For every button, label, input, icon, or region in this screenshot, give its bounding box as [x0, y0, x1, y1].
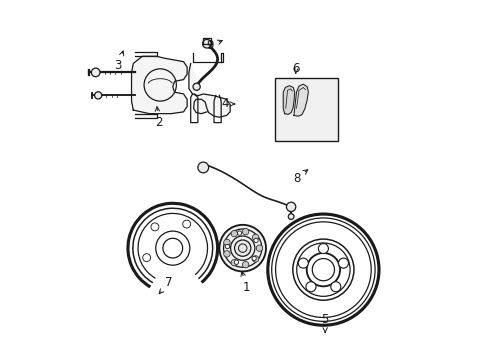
Polygon shape — [293, 84, 308, 116]
Circle shape — [338, 258, 348, 268]
Circle shape — [231, 260, 237, 266]
Circle shape — [256, 245, 262, 251]
Text: 7: 7 — [159, 276, 173, 294]
Circle shape — [242, 261, 248, 268]
Circle shape — [202, 40, 211, 48]
Circle shape — [252, 234, 258, 240]
Circle shape — [142, 254, 150, 262]
Bar — [202, 39, 211, 44]
Text: 1: 1 — [241, 271, 249, 294]
Circle shape — [94, 92, 102, 99]
Circle shape — [151, 223, 159, 231]
Text: 9: 9 — [206, 39, 222, 52]
Circle shape — [234, 240, 250, 256]
Circle shape — [242, 228, 248, 235]
Circle shape — [253, 238, 258, 243]
Text: 6: 6 — [291, 62, 299, 75]
Circle shape — [183, 220, 190, 228]
Text: 5: 5 — [321, 313, 328, 332]
Text: 4: 4 — [221, 98, 234, 111]
Bar — [135, 113, 156, 118]
Bar — [274, 78, 337, 140]
Circle shape — [330, 282, 340, 292]
Circle shape — [91, 68, 100, 77]
Circle shape — [223, 251, 230, 257]
Circle shape — [318, 243, 328, 253]
Circle shape — [198, 162, 208, 173]
Circle shape — [219, 225, 265, 271]
Circle shape — [223, 239, 230, 246]
Circle shape — [306, 253, 339, 286]
Circle shape — [305, 282, 315, 292]
Circle shape — [287, 214, 293, 220]
Text: 2: 2 — [154, 107, 162, 129]
Circle shape — [237, 231, 241, 235]
Circle shape — [286, 202, 295, 212]
Polygon shape — [283, 86, 294, 114]
Circle shape — [231, 230, 237, 237]
Text: 3: 3 — [114, 51, 123, 72]
Circle shape — [251, 256, 256, 261]
Circle shape — [193, 83, 200, 90]
Text: 8: 8 — [292, 170, 307, 185]
Bar — [135, 55, 156, 60]
Circle shape — [298, 258, 308, 268]
Circle shape — [252, 256, 258, 262]
Polygon shape — [188, 63, 230, 117]
Circle shape — [234, 260, 238, 264]
Circle shape — [225, 244, 229, 249]
Polygon shape — [131, 56, 187, 114]
